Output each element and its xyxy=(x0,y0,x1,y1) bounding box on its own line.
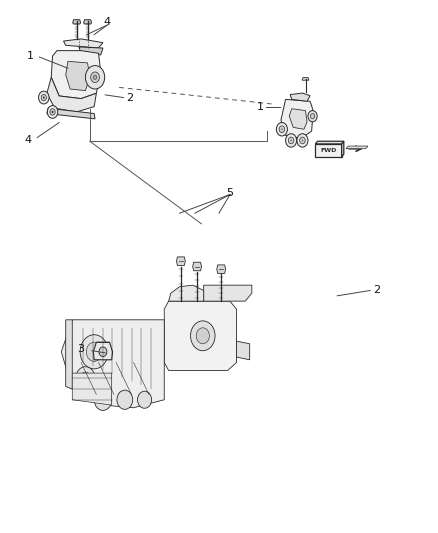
Circle shape xyxy=(80,335,108,369)
Text: FWD: FWD xyxy=(320,148,337,153)
Circle shape xyxy=(85,66,105,89)
Polygon shape xyxy=(93,342,113,360)
Polygon shape xyxy=(72,373,112,405)
Circle shape xyxy=(43,96,45,99)
Circle shape xyxy=(311,114,314,119)
Polygon shape xyxy=(346,146,368,149)
Circle shape xyxy=(41,94,46,101)
Polygon shape xyxy=(289,109,307,129)
Circle shape xyxy=(279,126,285,133)
Polygon shape xyxy=(164,301,237,370)
Circle shape xyxy=(281,128,283,131)
Text: 2: 2 xyxy=(126,93,133,102)
Text: 1: 1 xyxy=(27,51,34,61)
Polygon shape xyxy=(302,77,309,80)
Polygon shape xyxy=(51,51,101,99)
FancyArrowPatch shape xyxy=(349,146,361,151)
Text: 2: 2 xyxy=(373,286,380,295)
Circle shape xyxy=(47,106,58,118)
Polygon shape xyxy=(315,141,344,144)
Circle shape xyxy=(86,342,102,361)
Circle shape xyxy=(39,91,49,104)
Polygon shape xyxy=(177,257,185,265)
Polygon shape xyxy=(290,93,310,101)
Circle shape xyxy=(290,139,292,142)
Polygon shape xyxy=(237,341,250,360)
Polygon shape xyxy=(66,320,72,389)
Polygon shape xyxy=(64,39,103,48)
Circle shape xyxy=(300,137,305,144)
Polygon shape xyxy=(84,20,92,24)
Polygon shape xyxy=(47,108,95,119)
Polygon shape xyxy=(281,99,313,139)
Polygon shape xyxy=(315,144,342,157)
Circle shape xyxy=(91,72,99,83)
Text: 4: 4 xyxy=(25,135,32,145)
Circle shape xyxy=(94,389,112,410)
Circle shape xyxy=(297,134,308,147)
Text: 4: 4 xyxy=(104,18,111,27)
Polygon shape xyxy=(193,262,201,271)
Circle shape xyxy=(80,372,91,385)
Circle shape xyxy=(76,367,95,390)
Text: 5: 5 xyxy=(226,188,233,198)
Circle shape xyxy=(93,75,97,79)
Circle shape xyxy=(50,109,55,115)
Circle shape xyxy=(286,134,297,147)
Polygon shape xyxy=(169,285,204,301)
Circle shape xyxy=(52,111,53,113)
Polygon shape xyxy=(342,141,344,157)
Circle shape xyxy=(301,139,304,142)
Circle shape xyxy=(191,321,215,351)
Text: 1: 1 xyxy=(257,102,264,111)
Polygon shape xyxy=(66,61,90,91)
Circle shape xyxy=(308,110,317,122)
Circle shape xyxy=(99,347,107,357)
Circle shape xyxy=(276,123,287,136)
Polygon shape xyxy=(47,77,96,112)
Circle shape xyxy=(138,391,152,408)
Polygon shape xyxy=(79,47,103,55)
Circle shape xyxy=(196,328,209,344)
Circle shape xyxy=(288,137,294,144)
Polygon shape xyxy=(204,285,252,301)
Circle shape xyxy=(117,390,133,409)
Polygon shape xyxy=(61,320,164,408)
Polygon shape xyxy=(73,20,81,24)
Text: 3: 3 xyxy=(78,344,85,354)
Polygon shape xyxy=(217,265,226,273)
